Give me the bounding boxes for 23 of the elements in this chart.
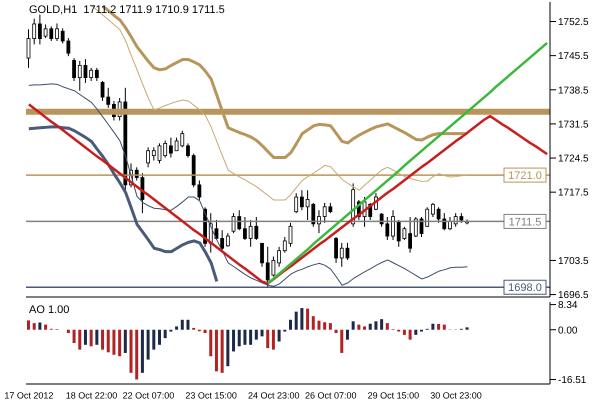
x-tick-label: 24 Oct 23:00 (248, 390, 300, 400)
chart-title: AO 1.00 (29, 304, 70, 316)
x-tick-label: 23 Oct 15:00 (185, 390, 237, 400)
y-tick-label: -16.51 (558, 375, 587, 386)
y-tick-label: 1696.5 (558, 290, 590, 302)
y-tick-label: 1738.5 (558, 85, 590, 96)
x-tick-label: 22 Oct 07:00 (122, 390, 174, 400)
ref-line-label: 1698.0 (508, 282, 542, 294)
ref-line-label: 1711.5 (508, 216, 542, 228)
y-tick-label: 0.00 (558, 325, 578, 336)
ref-line-label: 1721.0 (508, 170, 542, 182)
y-tick-label: 1745.5 (558, 51, 590, 62)
x-tick-label: 29 Oct 15:00 (368, 390, 420, 400)
x-tick-label: 30 Oct 23:00 (430, 390, 482, 400)
y-tick-label: 1703.5 (558, 256, 590, 267)
x-tick-label: 17 Oct 2012 (4, 390, 54, 400)
y-tick-label: 8.34 (558, 300, 578, 312)
y-tick-label: 1731.5 (558, 119, 590, 130)
y-tick-label: 1717.5 (558, 188, 590, 199)
y-tick-label: 1724.5 (558, 154, 590, 165)
y-tick-label: 1752.5 (558, 17, 590, 28)
x-tick-label: 18 Oct 22:00 (66, 390, 118, 400)
x-tick-label: 26 Oct 07:00 (304, 390, 356, 400)
